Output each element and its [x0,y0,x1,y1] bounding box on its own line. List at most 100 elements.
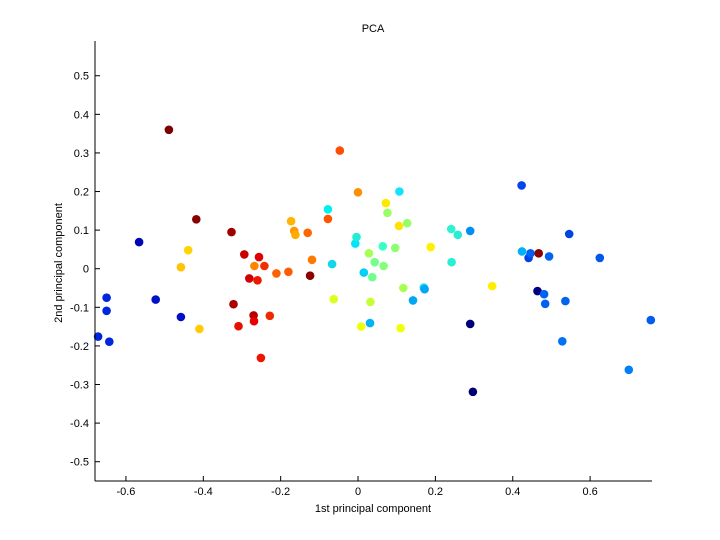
data-point-82 [624,365,634,375]
x-tick-label: -0.2 [271,486,290,498]
data-point-43 [364,249,374,258]
data-point-69 [517,181,526,190]
data-point-57 [402,218,412,228]
data-point-25 [272,269,281,278]
data-point-23 [260,261,269,271]
data-point-11 [195,324,204,334]
data-point-54 [395,187,404,196]
data-point-51 [383,208,392,218]
data-point-40 [353,188,363,197]
x-tick-label: -0.4 [194,486,213,498]
x-tick-label: -0.6 [116,486,135,498]
y-tick-label: -0.2 [70,341,89,353]
data-point-29 [291,230,300,240]
data-point-73 [533,286,542,296]
data-point-2 [102,306,111,316]
data-point-75 [539,289,549,299]
y-tick-label: 0.4 [74,109,89,121]
data-point-27 [286,216,296,226]
x-tick-label: 0.6 [582,486,597,498]
data-point-7 [164,125,174,135]
data-point-83 [646,315,656,325]
axes-layer: -0.6 -0.4 -0.2 0 0.2 0.4 0.6 -0.5 -0.4 -0.3 -0.2 -0… [70,41,652,498]
data-point-66 [465,319,475,329]
data-point-55 [396,323,405,333]
data-point-22 [256,353,266,363]
data-point-48 [378,242,388,251]
data-point-47 [370,257,380,267]
y-tick-label: -0.5 [70,457,89,469]
data-point-20 [253,276,262,285]
data-point-80 [564,229,574,239]
data-point-12 [227,227,236,237]
data-point-26 [284,267,293,277]
data-point-49 [379,261,388,271]
data-point-76 [540,299,550,309]
data-point-56 [399,283,408,293]
data-point-81 [595,253,605,263]
data-point-8 [176,262,186,272]
y-tick-label: 0.5 [74,71,89,83]
y-tick-label: 0.3 [74,148,89,160]
data-point-14 [234,321,243,331]
points-layer [93,125,656,397]
data-point-74 [534,249,543,258]
data-point-39 [352,232,361,242]
data-point-13 [229,299,238,309]
data-point-46 [368,272,377,282]
x-tick-label: 0.4 [505,486,520,498]
x-tick-label: 0.2 [428,486,443,498]
data-point-34 [323,205,333,214]
data-point-10 [192,215,201,224]
data-point-15 [240,250,249,259]
chart-title: PCA [362,23,385,35]
data-point-61 [426,242,436,252]
data-point-36 [329,294,339,304]
data-point-21 [254,252,264,262]
data-point-62 [446,224,456,234]
data-point-1 [102,293,111,303]
data-point-31 [305,271,315,281]
data-point-65 [465,226,475,236]
data-point-60 [420,284,429,294]
data-point-3 [105,337,114,347]
data-point-33 [323,214,333,224]
data-point-72 [526,249,535,258]
data-point-42 [359,268,369,277]
data-point-6 [176,312,186,322]
data-point-44 [365,318,375,328]
data-point-32 [307,255,317,265]
data-point-79 [561,296,570,306]
y-tick-label: 0 [83,264,89,276]
x-tick-label: 0 [355,486,361,498]
data-point-70 [517,247,527,256]
data-point-19 [250,261,259,271]
y-axis-label: 2nd principal component [53,203,65,323]
y-tick-label: 0.1 [74,225,89,237]
data-point-9 [183,245,193,255]
data-point-50 [381,198,391,208]
data-point-64 [453,230,463,240]
data-point-5 [151,295,160,304]
data-point-24 [265,311,275,321]
data-point-67 [468,387,478,397]
data-point-58 [408,296,418,305]
data-point-4 [134,237,144,247]
data-point-30 [303,228,313,238]
y-tick-label: -0.4 [70,418,89,430]
y-tick-label: 0.2 [74,187,89,199]
x-axis-label: 1st principal component [315,503,431,515]
y-tick-label: -0.1 [70,302,89,314]
data-point-35 [327,259,337,269]
data-point-37 [335,146,345,155]
data-point-41 [356,322,366,331]
data-point-78 [558,337,567,346]
data-point-77 [544,252,554,261]
data-point-16 [245,274,254,283]
data-point-45 [366,297,375,307]
data-point-68 [487,281,497,291]
data-point-53 [394,221,404,231]
data-point-52 [390,243,400,253]
y-tick-label: -0.3 [70,380,89,392]
